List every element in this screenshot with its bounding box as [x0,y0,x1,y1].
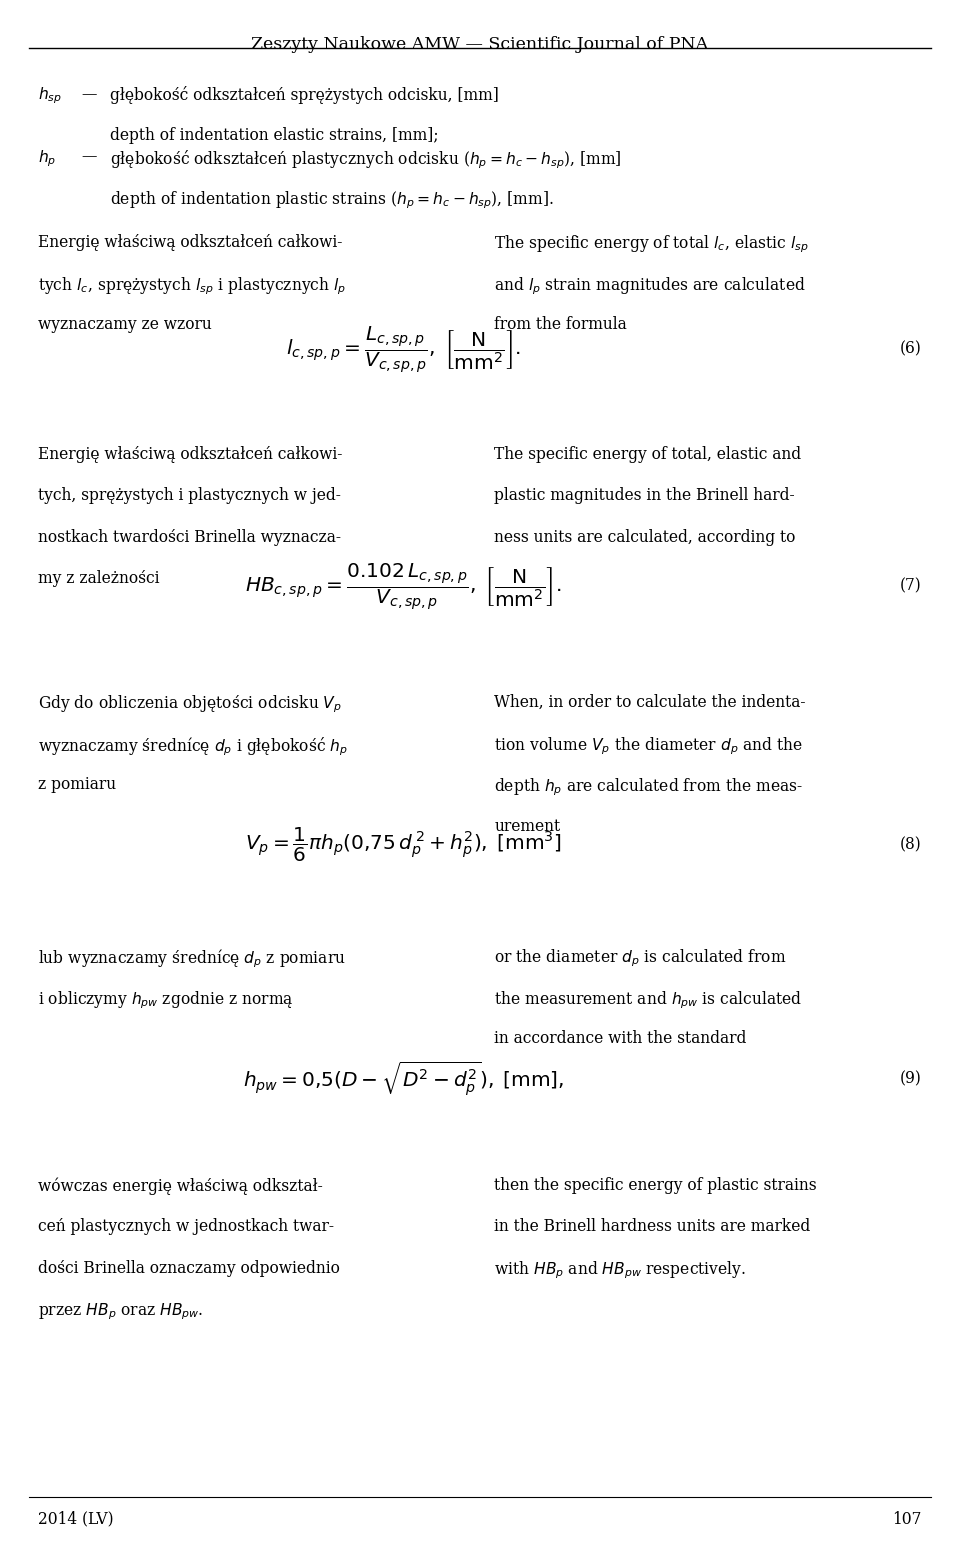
Text: głębokość odkształceń sprężystych odcisku, [mm]: głębokość odkształceń sprężystych odcisk… [110,86,499,104]
Text: $l_{c,sp,p} = \dfrac{L_{c,sp,p}}{V_{c,sp,p}},\;\left[\dfrac{\mathrm{N}}{\mathrm{: $l_{c,sp,p} = \dfrac{L_{c,sp,p}}{V_{c,sp… [286,324,520,374]
Text: depth $h_p$ are calculated from the meas-: depth $h_p$ are calculated from the meas… [494,776,804,798]
Text: wyznaczamy ze wzoru: wyznaczamy ze wzoru [38,316,212,334]
Text: then the specific energy of plastic strains: then the specific energy of plastic stra… [494,1177,817,1194]
Text: lub wyznaczamy średnícę $d_p$ z pomiaru: lub wyznaczamy średnícę $d_p$ z pomiaru [38,948,347,970]
Text: plastic magnitudes in the Brinell hard-: plastic magnitudes in the Brinell hard- [494,486,795,504]
Text: urement: urement [494,817,561,834]
Text: $V_p = \dfrac{1}{6}\pi h_p(0{,}75\,d_p^{\,2} + h_p^2),\;[\mathrm{mm}^3]$: $V_p = \dfrac{1}{6}\pi h_p(0{,}75\,d_p^{… [245,826,562,864]
Text: Zeszyty Naukowe AMW — Scientific Journal of PNA: Zeszyty Naukowe AMW — Scientific Journal… [252,36,708,53]
Text: depth of indentation elastic strains, [mm];: depth of indentation elastic strains, [m… [110,128,439,143]
Text: wówczas energię właściwą odkształ-: wówczas energię właściwą odkształ- [38,1177,324,1194]
Text: (9): (9) [900,1071,922,1087]
Text: my z zależności: my z zależności [38,571,160,586]
Text: (7): (7) [900,578,922,594]
Text: the measurement and $h_{pw}$ is calculated: the measurement and $h_{pw}$ is calculat… [494,990,803,1010]
Text: —: — [82,148,97,165]
Text: and $l_p$ strain magnitudes are calculated: and $l_p$ strain magnitudes are calculat… [494,274,806,296]
Text: $h_{sp}$: $h_{sp}$ [38,86,62,106]
Text: tych $l_c$, sprężystych $l_{sp}$ i plastycznych $l_p$: tych $l_c$, sprężystych $l_{sp}$ i plast… [38,274,347,296]
Text: with $HB_p$ and $HB_{pw}$ respectively.: with $HB_p$ and $HB_{pw}$ respectively. [494,1260,747,1281]
Text: ceń plastycznych w jednostkach twar-: ceń plastycznych w jednostkach twar- [38,1219,334,1235]
Text: (6): (6) [900,341,922,357]
Text: in accordance with the standard: in accordance with the standard [494,1030,747,1048]
Text: 107: 107 [892,1511,922,1528]
Text: When, in order to calculate the indenta-: When, in order to calculate the indenta- [494,694,805,711]
Text: Energię właściwą odkształceń całkowi-: Energię właściwą odkształceń całkowi- [38,234,343,251]
Text: Energię właściwą odkształceń całkowi-: Energię właściwą odkształceń całkowi- [38,446,343,463]
Text: nostkach twardości Brinella wyznacza-: nostkach twardości Brinella wyznacza- [38,529,342,546]
Text: dości Brinella oznaczamy odpowiednio: dości Brinella oznaczamy odpowiednio [38,1260,340,1277]
Text: $h_{p}$: $h_{p}$ [38,148,57,168]
Text: $h_{pw} = 0{,}5(D - \sqrt{D^2 - d_p^2}),\;[\mathrm{mm}],$: $h_{pw} = 0{,}5(D - \sqrt{D^2 - d_p^2}),… [243,1060,564,1098]
Text: from the formula: from the formula [494,316,627,334]
Text: tion volume $V_p$ the diameter $d_p$ and the: tion volume $V_p$ the diameter $d_p$ and… [494,734,804,756]
Text: (8): (8) [900,837,922,853]
Text: or the diameter $d_p$ is calculated from: or the diameter $d_p$ is calculated from [494,948,787,970]
Text: Gdy do obliczenia objętości odcisku $V_p$: Gdy do obliczenia objętości odcisku $V_p… [38,694,343,716]
Text: głębokość odkształceń plastycznych odcisku ($h_p = h_c - h_{sp}$), [mm]: głębokość odkształceń plastycznych odcis… [110,148,622,170]
Text: 2014 (LV): 2014 (LV) [38,1511,114,1528]
Text: The specific energy of total, elastic and: The specific energy of total, elastic an… [494,446,802,463]
Text: in the Brinell hardness units are marked: in the Brinell hardness units are marked [494,1219,810,1235]
Text: i obliczymy $h_{pw}$ zgodnie z normą: i obliczymy $h_{pw}$ zgodnie z normą [38,990,294,1010]
Text: przez $HB_p$ oraz $HB_{pw}$.: przez $HB_p$ oraz $HB_{pw}$. [38,1300,204,1322]
Text: $HB_{c,sp,p} = \dfrac{0.102\,L_{c,sp,p}}{V_{c,sp,p}},\;\left[\dfrac{\mathrm{N}}{: $HB_{c,sp,p} = \dfrac{0.102\,L_{c,sp,p}}… [245,561,562,611]
Text: tych, sprężystych i plastycznych w jed-: tych, sprężystych i plastycznych w jed- [38,486,341,504]
Text: wyznaczamy średnícę $d_p$ i głębokość $h_p$: wyznaczamy średnícę $d_p$ i głębokość $h… [38,734,348,758]
Text: ness units are calculated, according to: ness units are calculated, according to [494,529,796,546]
Text: —: — [82,86,97,103]
Text: The specific energy of total $l_c$, elastic $l_{sp}$: The specific energy of total $l_c$, elas… [494,234,809,256]
Text: z pomiaru: z pomiaru [38,776,116,794]
Text: depth of indentation plastic strains ($h_p = h_c - h_{sp}$), [mm].: depth of indentation plastic strains ($h… [110,190,554,210]
